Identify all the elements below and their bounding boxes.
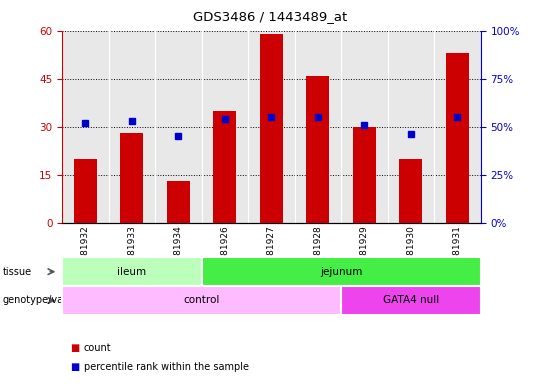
Text: GDS3486 / 1443489_at: GDS3486 / 1443489_at [193,10,347,23]
Text: percentile rank within the sample: percentile rank within the sample [84,362,249,372]
Bar [167,181,190,223]
Text: ■: ■ [70,343,79,353]
Bar [74,159,97,223]
Bar [306,76,329,223]
Text: jejunum: jejunum [320,266,362,277]
Text: control: control [184,295,220,306]
Bar [353,127,376,223]
Bar [399,159,422,223]
Text: count: count [84,343,111,353]
Text: ■: ■ [70,362,79,372]
Bar [120,133,144,223]
Bar [446,53,469,223]
Text: ileum: ileum [117,266,146,277]
Bar [213,111,237,223]
Bar [260,34,283,223]
Text: genotype/variation: genotype/variation [3,295,96,306]
Text: tissue: tissue [3,266,32,277]
Text: GATA4 null: GATA4 null [383,295,439,306]
